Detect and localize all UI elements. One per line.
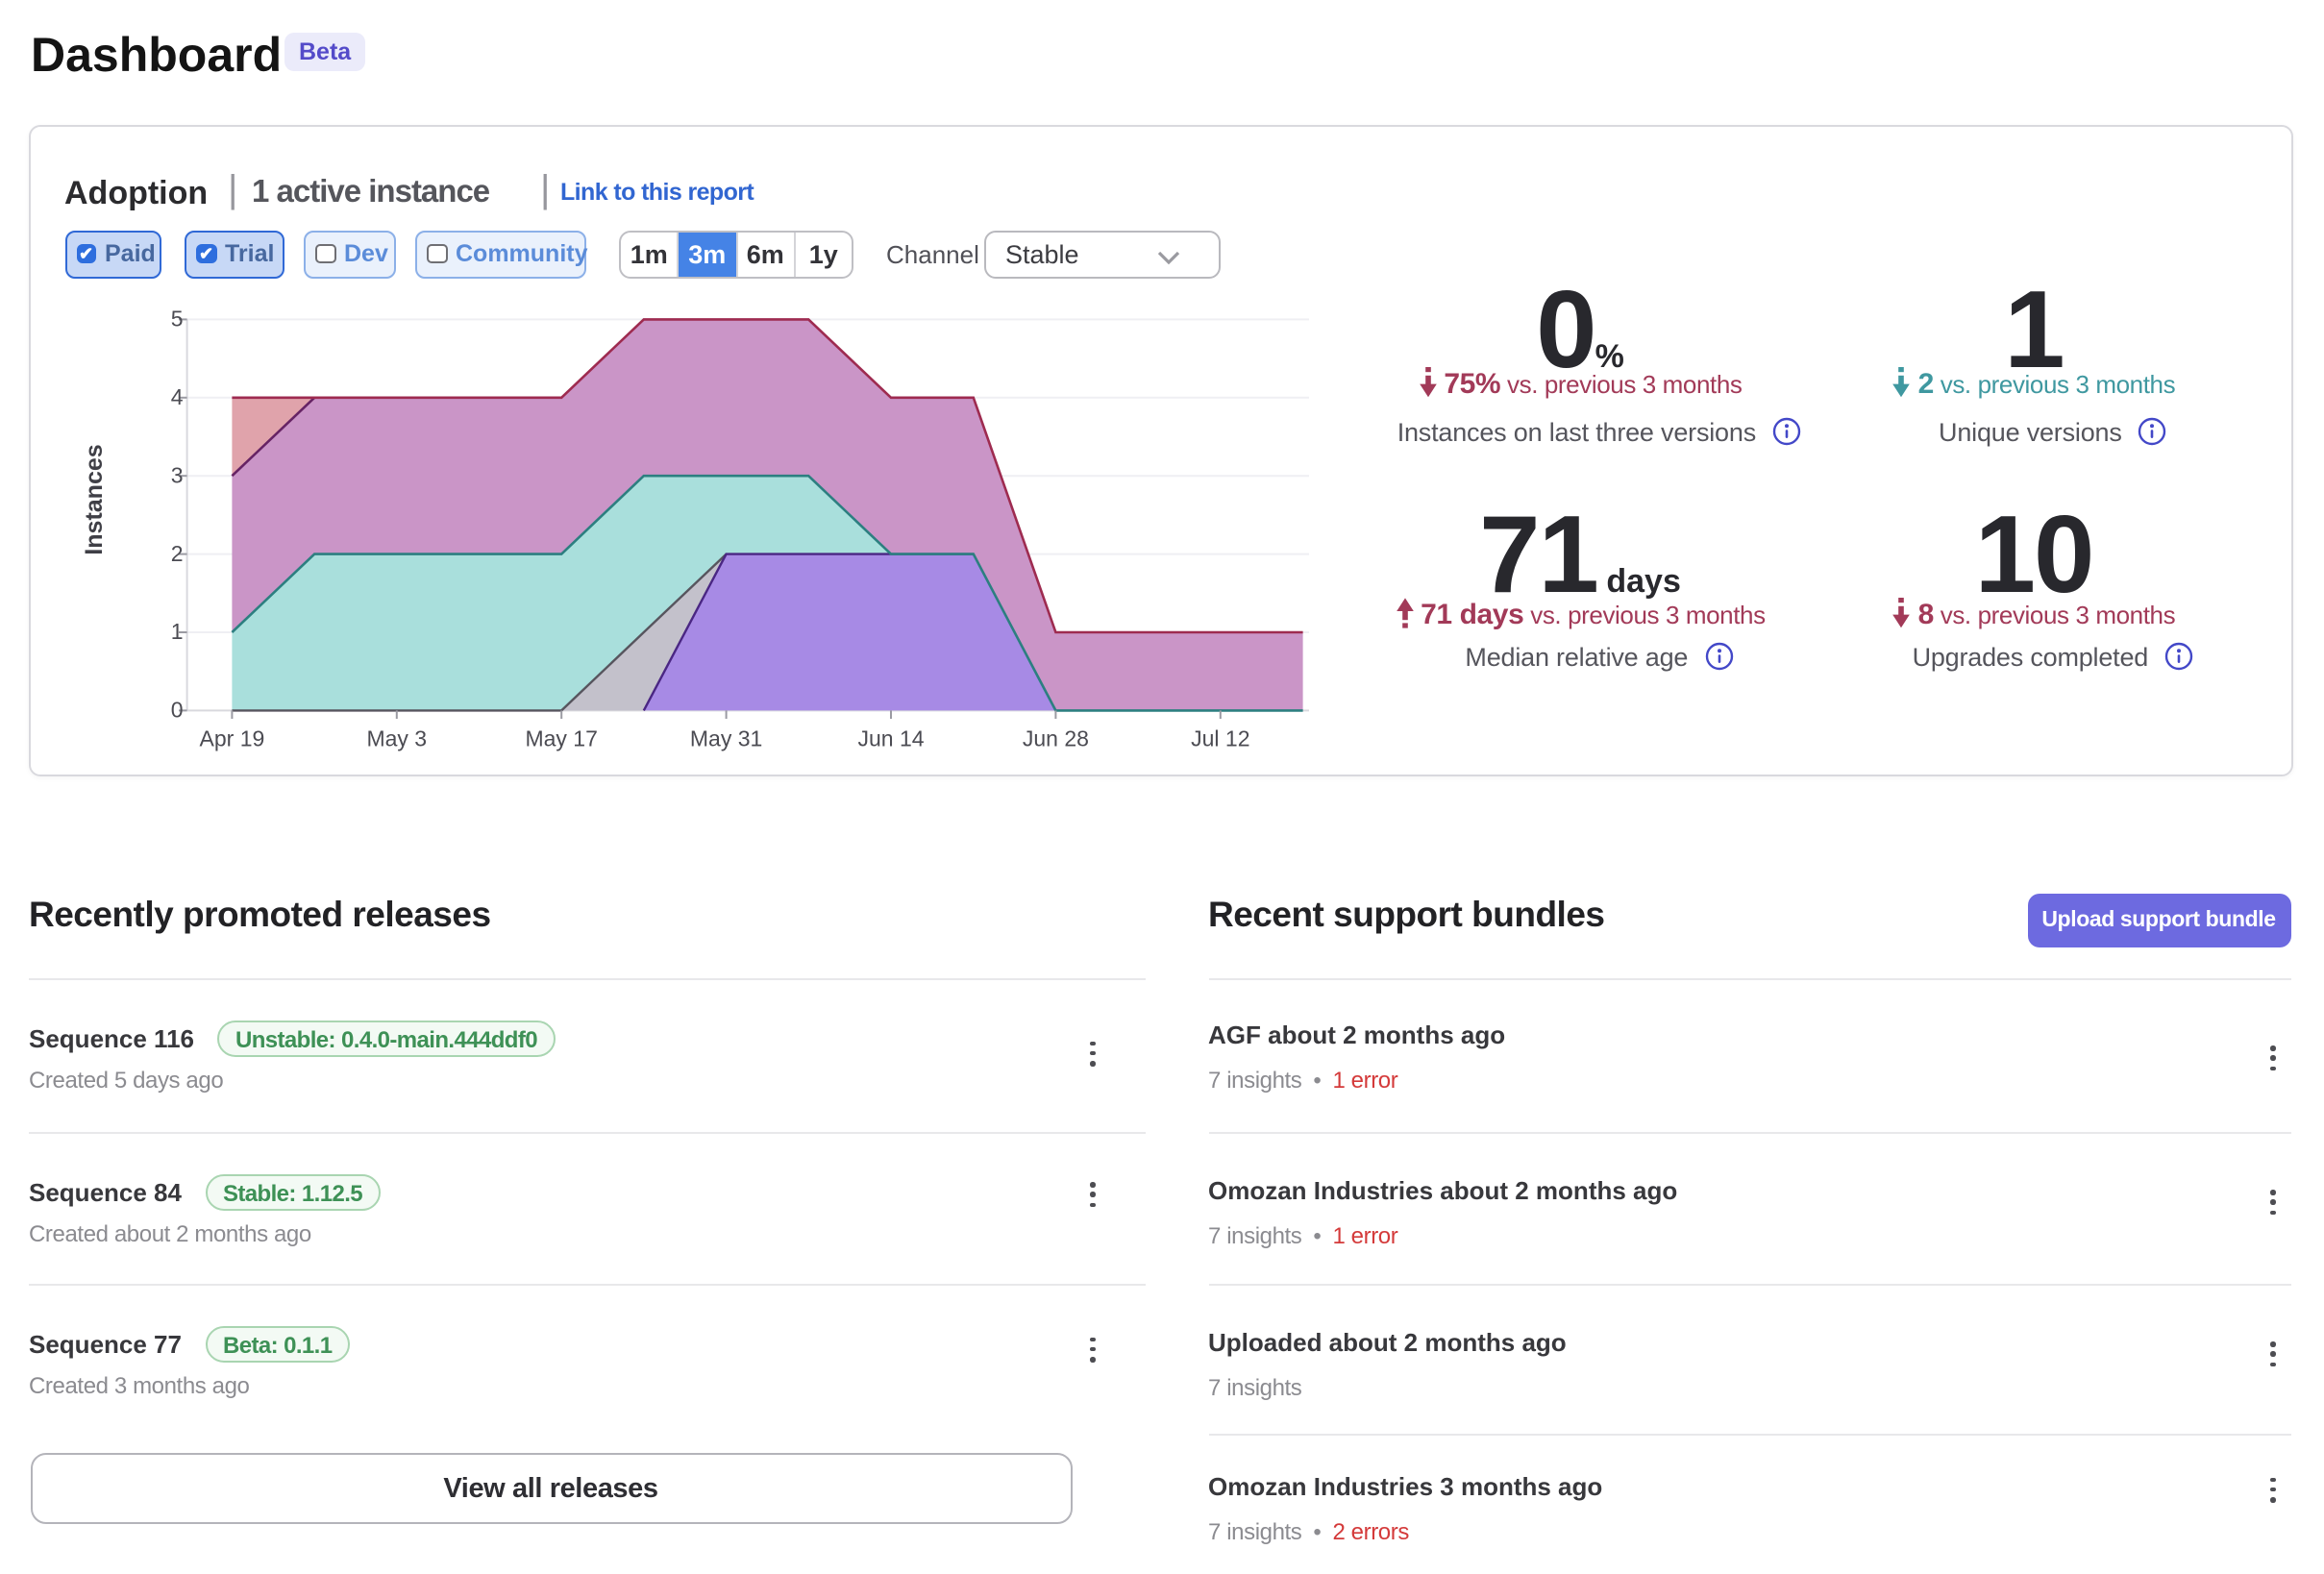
svg-text:Jul 12: Jul 12 — [1191, 726, 1249, 750]
svg-text:Jun 14: Jun 14 — [857, 726, 924, 750]
svg-text:Apr 19: Apr 19 — [200, 726, 265, 750]
svg-text:2: 2 — [171, 541, 184, 566]
svg-text:3: 3 — [171, 462, 184, 487]
svg-text:May 3: May 3 — [366, 726, 427, 750]
svg-text:1: 1 — [171, 619, 184, 644]
svg-text:May 17: May 17 — [525, 726, 597, 750]
svg-text:May 31: May 31 — [690, 726, 762, 750]
svg-text:4: 4 — [171, 384, 184, 409]
svg-text:Instances: Instances — [81, 444, 108, 554]
svg-text:Jun 28: Jun 28 — [1023, 726, 1089, 750]
svg-text:0: 0 — [171, 698, 184, 723]
svg-text:5: 5 — [171, 307, 184, 332]
